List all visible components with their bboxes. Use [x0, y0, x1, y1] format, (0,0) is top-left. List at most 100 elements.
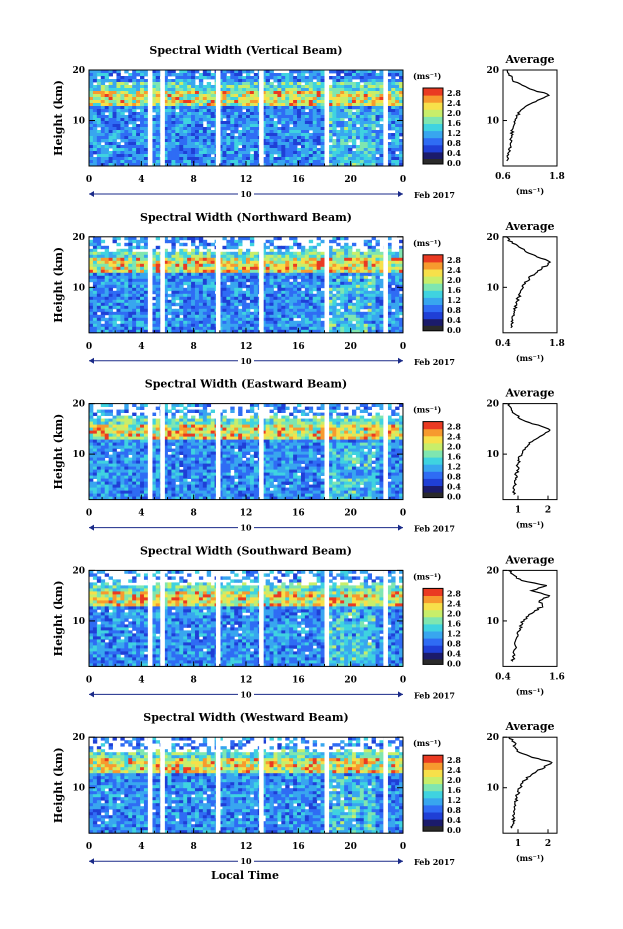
data-gap [325, 237, 330, 333]
data-gap [259, 237, 264, 333]
average-y-tick-label: 20 [486, 733, 499, 743]
colorbar-tick-label: 0.4 [447, 148, 461, 158]
date-arrow-head-right [398, 691, 403, 697]
x-tick-label: 12 [240, 342, 253, 352]
average-y-tick-label: 10 [486, 117, 499, 127]
colorbar-swatch [423, 812, 443, 820]
average-y-tick-label: 20 [486, 66, 499, 76]
colorbar-tick-label: 1.2 [447, 462, 461, 472]
x-tick-label: 20 [344, 342, 357, 352]
colorbar-swatch [423, 145, 443, 153]
y-tick-label: 20 [72, 733, 85, 743]
colorbar-swatch [423, 88, 443, 96]
average-x-tick-label: 2 [545, 506, 551, 516]
data-gap [160, 70, 165, 166]
date-arrow-head-left [89, 858, 94, 864]
colorbar-swatch [423, 624, 443, 632]
colorbar-swatch [423, 617, 443, 625]
data-gap [148, 404, 153, 500]
colorbar-tick-label: 2.8 [447, 255, 461, 265]
average-x-label: (ms⁻¹) [516, 353, 544, 363]
average-y-tick-label: 10 [486, 617, 499, 627]
colorbar-swatch [423, 652, 443, 660]
data-gap [383, 570, 388, 666]
date-label: Feb 2017 [414, 690, 455, 700]
data-gap [148, 237, 153, 333]
x-tick-label: 20 [344, 509, 357, 519]
colorbar-swatch-floor [423, 159, 443, 164]
average-x-tick-label: 0.6 [495, 172, 511, 182]
y-axis-label: Height (km) [52, 414, 65, 490]
y-tick-label: 20 [72, 400, 85, 410]
colorbar-swatch [423, 603, 443, 611]
colorbar-swatch [423, 124, 443, 132]
panel-3: Spectral Width (Eastward Beam) 10 20 Height… [52, 378, 557, 534]
x-tick-label: 16 [292, 509, 305, 519]
colorbar-swatch [423, 596, 443, 604]
colorbar-tick-label: 0.8 [447, 472, 461, 482]
x-tick-label: 0 [400, 675, 406, 685]
colorbar-tick-label: 0.4 [447, 648, 461, 658]
y-tick-label: 20 [72, 233, 85, 243]
x-tick-label: 0 [400, 342, 406, 352]
colorbar-swatch [423, 283, 443, 291]
colorbar-swatch [423, 777, 443, 785]
panel-title: Spectral Width (Northward Beam) [140, 211, 352, 224]
colorbar-swatch-floor [423, 326, 443, 331]
colorbar-tick-label: 0.0 [447, 158, 461, 168]
y-axis-label: Height (km) [52, 580, 65, 656]
data-gap [325, 70, 330, 166]
date-arrow-head-right [398, 358, 403, 364]
colorbar-tick-label: 2.0 [447, 608, 461, 618]
colorbar-tick-label: 0.0 [447, 658, 461, 668]
y-tick-label: 20 [72, 566, 85, 576]
colorbar-tick-label: 0.8 [447, 638, 461, 648]
colorbar-tick-label: 2.4 [447, 765, 461, 775]
panel-title: Spectral Width (Eastward Beam) [145, 378, 347, 391]
average-x-tick-label: 2 [545, 839, 551, 849]
x-tick-label: 12 [240, 509, 253, 519]
colorbar-tick-label: 2.8 [447, 755, 461, 765]
date-arrow-head-right [398, 858, 403, 864]
heatmap-cells [89, 570, 403, 666]
colorbar-tick-label: 1.2 [447, 628, 461, 638]
average-title: Average [504, 553, 554, 566]
x-tick-label: 4 [138, 509, 144, 519]
x-tick-label: 8 [191, 509, 197, 519]
y-tick-label: 20 [72, 66, 85, 76]
average-title: Average [504, 53, 554, 66]
data-gap [259, 70, 264, 166]
average-title: Average [504, 220, 554, 233]
x-tick-label: 16 [292, 342, 305, 352]
colorbar: 2.82.42.01.61.20.80.40.0 [423, 755, 461, 835]
x-tick-label: 8 [191, 175, 197, 185]
date-label: Feb 2017 [414, 524, 455, 534]
average-line [507, 237, 550, 328]
heatmap-cells [89, 404, 403, 500]
data-gap [148, 737, 153, 833]
colorbar-unit: (ms⁻¹) [413, 571, 441, 581]
average-x-label: (ms⁻¹) [516, 686, 544, 696]
colorbar-tick-label: 2.0 [447, 775, 461, 785]
colorbar-swatch [423, 805, 443, 813]
average-x-tick-label: 1 [515, 839, 521, 849]
data-gap [325, 404, 330, 500]
colorbar-swatch [423, 116, 443, 124]
colorbar-swatch [423, 762, 443, 770]
average-y-tick-label: 10 [486, 784, 499, 794]
average-y-tick-label: 10 [486, 450, 499, 460]
colorbar-swatch [423, 131, 443, 139]
y-axis-label: Height (km) [52, 747, 65, 823]
date-arrow-head-left [89, 358, 94, 364]
date-label: Feb 2017 [414, 190, 455, 200]
date-day-label: 10 [240, 356, 252, 366]
colorbar-swatch [423, 791, 443, 799]
data-gap [216, 237, 221, 333]
colorbar-swatch [423, 319, 443, 327]
y-tick-label: 10 [72, 450, 85, 460]
colorbar-tick-label: 0.0 [447, 325, 461, 335]
date-arrow-head-left [89, 191, 94, 197]
